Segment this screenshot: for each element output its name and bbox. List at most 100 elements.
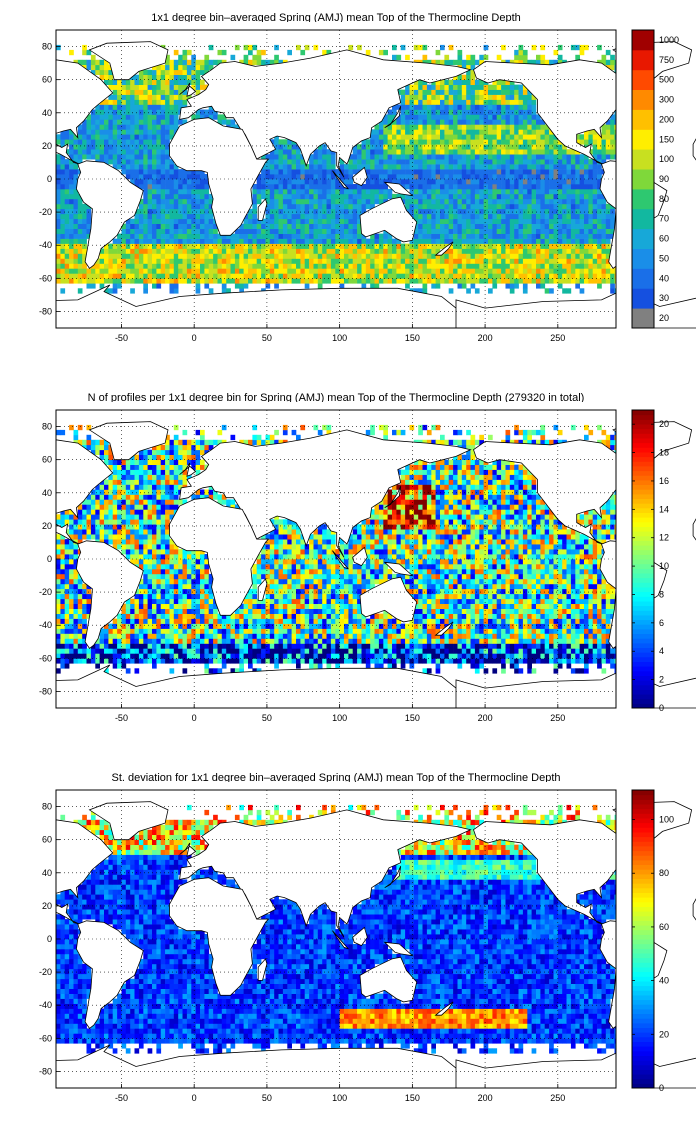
colorbar-swatch — [632, 69, 654, 90]
x-tick-label: 250 — [550, 1093, 565, 1103]
map-plot: -50 0 50 100 150 200 250806040200-20-40-60-800… — [0, 380, 696, 723]
x-tick-label: 100 — [332, 713, 347, 723]
colorbar-label: 100 — [659, 154, 674, 164]
colorbar-label: 4 — [659, 646, 664, 656]
panel-title: St. deviation for 1x1 degree bin–average… — [111, 772, 561, 784]
colorbar-swatch — [632, 208, 654, 230]
colorbar-swatch — [632, 129, 654, 150]
colorbar — [631, 789, 655, 1089]
colorbar-swatch — [632, 228, 654, 249]
plot-frame — [55, 409, 617, 709]
colorbar-label: 20 — [659, 313, 669, 323]
colorbar-label: 70 — [659, 214, 669, 224]
grid-lines — [56, 790, 616, 1088]
colorbar-label: 12 — [659, 533, 669, 543]
plot-frame — [55, 29, 617, 329]
colorbar-label: 0 — [659, 703, 664, 713]
colorbar-label: 80 — [659, 868, 669, 878]
x-tick-label: 200 — [478, 1093, 493, 1103]
x-tick-label: 50 — [262, 713, 272, 723]
colorbar-swatch — [632, 169, 654, 190]
x-tick-label: 150 — [405, 713, 420, 723]
y-tick-label: -20 — [39, 967, 52, 977]
map-plot: -50 0 50 100 150 200 250806040200-20-40-60-800… — [0, 760, 696, 1103]
colorbar-swatch — [632, 49, 654, 71]
x-tick-label: 100 — [332, 333, 347, 343]
colorbar — [631, 29, 655, 329]
colorbar-swatch — [632, 109, 654, 130]
y-tick-label: -40 — [39, 1000, 52, 1010]
data-cells — [56, 424, 620, 674]
colorbar-swatch — [632, 248, 654, 269]
x-tick-label: 0 — [192, 1093, 197, 1103]
colorbar-label: 500 — [659, 75, 674, 85]
y-tick-label: 60 — [42, 75, 52, 85]
panel-title: 1x1 degree bin–averaged Spring (AMJ) mea… — [151, 12, 521, 24]
x-tick-label: -50 — [115, 1093, 128, 1103]
y-tick-label: -80 — [39, 1066, 52, 1076]
colorbar-swatch — [632, 308, 654, 329]
colorbar-label: 6 — [659, 618, 664, 628]
x-tick-label: 0 — [192, 333, 197, 343]
y-tick-label: -20 — [39, 587, 52, 597]
y-tick-label: 40 — [42, 488, 52, 498]
colorbar-label: 150 — [659, 134, 674, 144]
y-tick-label: 20 — [42, 901, 52, 911]
colorbar-label: 10 — [659, 561, 669, 571]
x-tick-label: -50 — [115, 713, 128, 723]
colorbar-label: 90 — [659, 174, 669, 184]
colorbar-swatch — [632, 188, 654, 210]
colorbar-label: 30 — [659, 293, 669, 303]
grid-lines — [56, 410, 616, 708]
y-tick-label: 0 — [47, 174, 52, 184]
y-tick-label: -60 — [39, 1033, 52, 1043]
colorbar-label: 80 — [659, 194, 669, 204]
panel-title: N of profiles per 1x1 degree bin for Spr… — [87, 392, 585, 404]
y-tick-label: 20 — [42, 521, 52, 531]
colorbar-label: 16 — [659, 476, 669, 486]
y-tick-label: 80 — [42, 422, 52, 432]
x-tick-label: 50 — [262, 333, 272, 343]
colorbar-label: 40 — [659, 976, 669, 986]
y-tick-label: 60 — [42, 455, 52, 465]
colorbar-label: 8 — [659, 589, 664, 599]
x-tick-label: 150 — [405, 1093, 420, 1103]
data-cells — [56, 44, 620, 294]
x-tick-label: 100 — [332, 1093, 347, 1103]
y-tick-label: 0 — [47, 554, 52, 564]
y-tick-label: 80 — [42, 42, 52, 52]
y-tick-label: -80 — [39, 686, 52, 696]
x-tick-label: 250 — [550, 333, 565, 343]
y-tick-label: 0 — [47, 934, 52, 944]
x-tick-label: -50 — [115, 333, 128, 343]
y-tick-label: -60 — [39, 273, 52, 283]
y-tick-label: -40 — [39, 620, 52, 630]
y-tick-label: -40 — [39, 240, 52, 250]
y-tick-label: 80 — [42, 802, 52, 812]
panel-mean-depth: 1x1 degree bin–averaged Spring (AMJ) mea… — [0, 0, 696, 343]
colorbar-label: 300 — [659, 95, 674, 105]
y-tick-label: 40 — [42, 108, 52, 118]
y-tick-label: -20 — [39, 207, 52, 217]
y-tick-label: 40 — [42, 868, 52, 878]
colorbar-label: 60 — [659, 234, 669, 244]
colorbar-swatch — [632, 149, 654, 170]
colorbar-label: 18 — [659, 448, 669, 458]
x-tick-label: 200 — [478, 333, 493, 343]
colorbar-swatch — [632, 89, 654, 110]
x-tick-label: 250 — [550, 713, 565, 723]
colorbar-label: 200 — [659, 114, 674, 124]
x-tick-label: 0 — [192, 713, 197, 723]
colorbar-label: 14 — [659, 504, 669, 514]
colorbar-swatch — [632, 268, 654, 289]
y-tick-label: -80 — [39, 306, 52, 316]
plot-frame — [55, 789, 617, 1089]
colorbar-label: 40 — [659, 273, 669, 283]
x-tick-label: 150 — [405, 333, 420, 343]
colorbar-label: 1000 — [659, 35, 679, 45]
colorbar-label: 0 — [659, 1083, 664, 1093]
y-tick-label: -60 — [39, 653, 52, 663]
grid-lines — [56, 30, 616, 328]
data-cells — [56, 804, 620, 1054]
map-plot: -50 0 50 100 150 200 250806040200-20-40-60-802… — [0, 0, 696, 343]
